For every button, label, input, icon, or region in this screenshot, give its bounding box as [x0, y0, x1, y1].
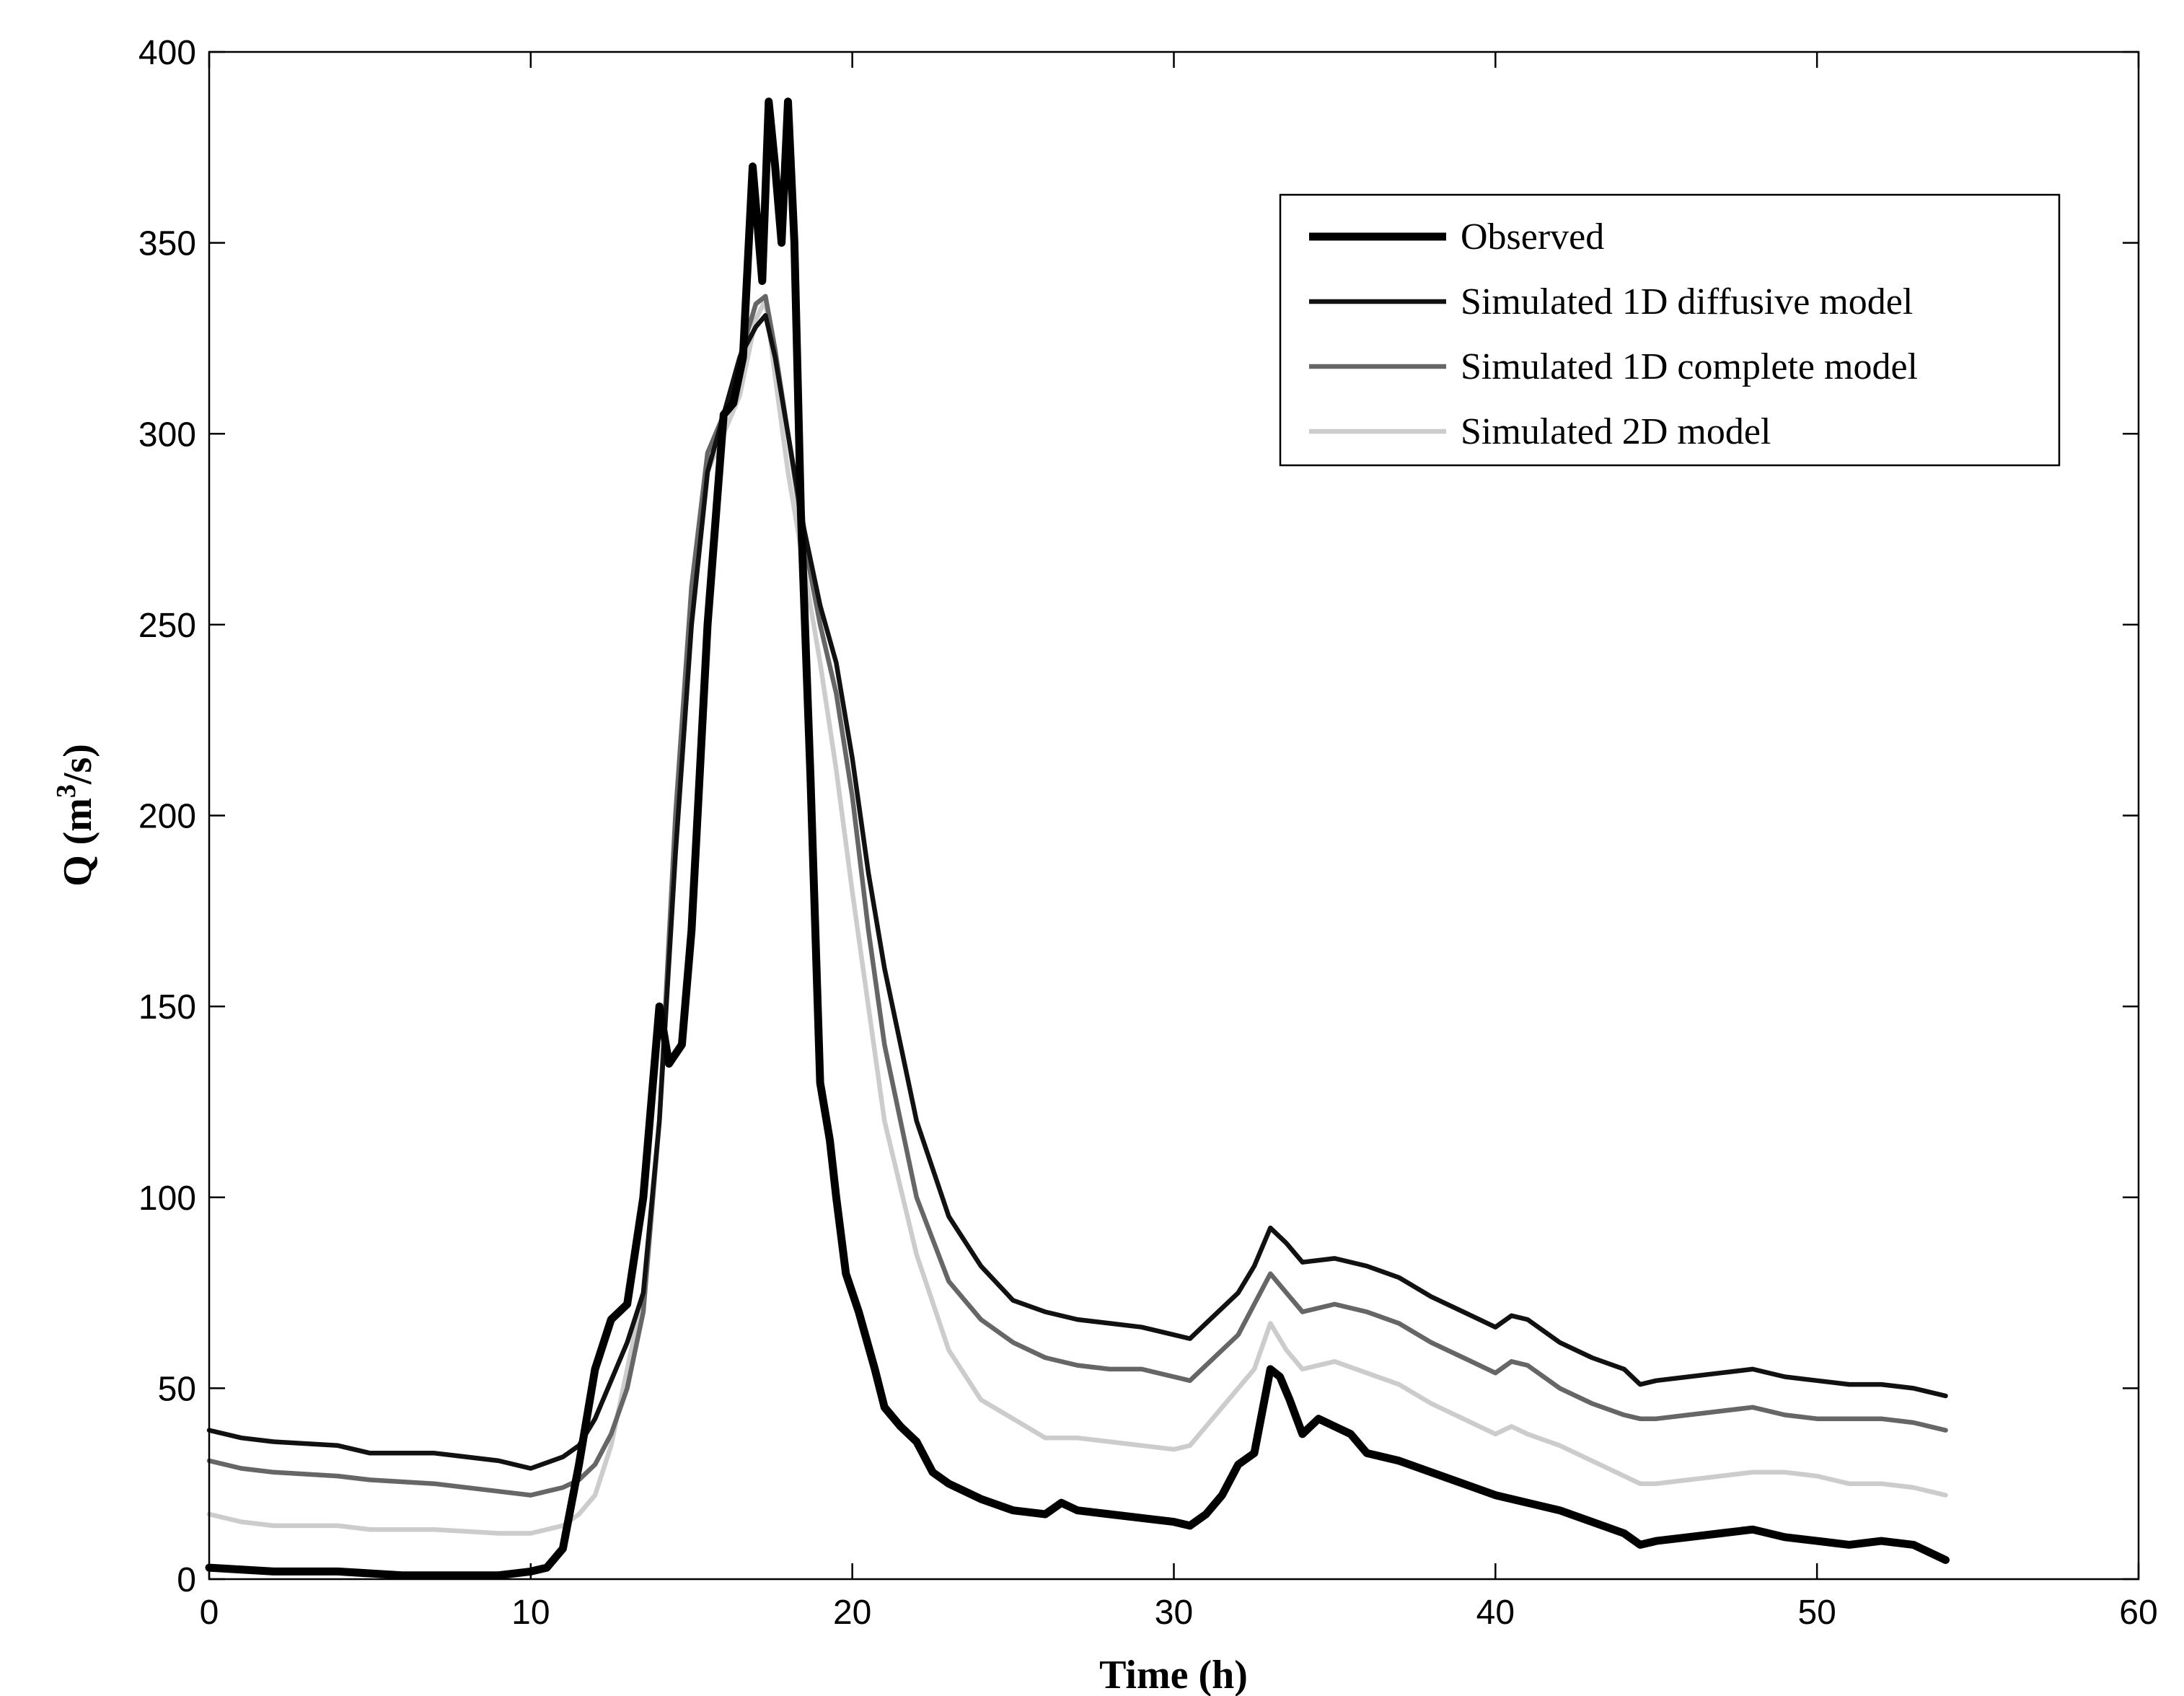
x-tick-label: 40 [1476, 1594, 1515, 1632]
y-tick-label: 0 [177, 1561, 196, 1599]
x-tick-label: 0 [200, 1594, 219, 1632]
y-tick-label: 350 [138, 225, 196, 263]
x-tick-label: 20 [833, 1594, 871, 1632]
legend-label: Simulated 1D diffusive model [1461, 281, 1913, 322]
y-tick-label: 100 [138, 1179, 196, 1218]
plot-frame [208, 50, 2140, 1581]
series-line-simulated-1d-complete-model [206, 294, 1948, 1498]
x-tick-label: 30 [1155, 1594, 1193, 1632]
x-axis-ticks: 0 10 20 30 40 50 60 [200, 52, 2158, 1632]
x-axis-label: Time (h) [1099, 1653, 1248, 1696]
y-tick-label: 50 [158, 1370, 196, 1408]
x-tick-label: 60 [2119, 1594, 2157, 1632]
y-tick-label: 400 [138, 34, 196, 72]
y-tick-label: 300 [138, 416, 196, 454]
x-tick-label: 50 [1797, 1594, 1836, 1632]
y-tick-label: 200 [138, 798, 196, 836]
series-line-observed [205, 97, 1950, 1580]
series-line-simulated-1d-diffusive-model [206, 312, 1948, 1471]
y-tick-label: 150 [138, 988, 196, 1027]
legend-label: Simulated 1D complete model [1461, 346, 1918, 387]
legend-label: Simulated 2D model [1461, 411, 1771, 452]
y-tick-label: 250 [138, 607, 196, 645]
legend-label: Observed [1461, 216, 1604, 258]
y-axis-label: Q (m3/s) [51, 744, 100, 887]
series-layer [205, 97, 1950, 1580]
x-tick-label: 10 [511, 1594, 550, 1632]
y-axis-ticks: 0 50 100 150 200 250 300 350 400 [138, 34, 2139, 1599]
legend: Observed Simulated 1D diffusive model Simu… [1279, 193, 2061, 467]
